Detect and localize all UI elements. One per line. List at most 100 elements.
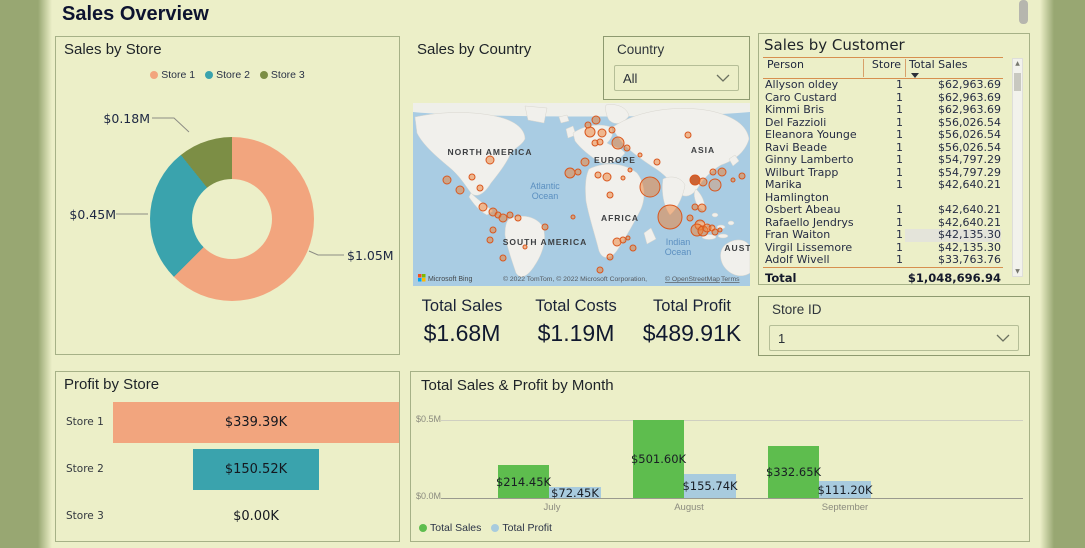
sales-bubble[interactable]	[487, 237, 493, 243]
gridline-05m	[441, 420, 1023, 421]
sales-bubble[interactable]	[575, 169, 581, 175]
legend-item[interactable]: Store 2	[205, 69, 250, 81]
sales-bubble[interactable]	[692, 204, 698, 210]
funnel-bar[interactable]: $150.52K	[193, 449, 320, 490]
page-scrollbar-thumb[interactable]	[1019, 0, 1028, 24]
table-row[interactable]: Kimmi Bris1$62,963.69	[763, 104, 1003, 117]
legend-item[interactable]: Store 1	[150, 69, 195, 81]
col-header-person[interactable]: Person	[767, 58, 804, 78]
sales-bubble[interactable]	[710, 169, 716, 175]
sales-bubble[interactable]	[630, 245, 636, 251]
sales-bubble[interactable]	[456, 186, 464, 194]
sales-bubble[interactable]	[479, 203, 487, 211]
map-label: SOUTH AMERICA	[503, 237, 587, 247]
legend-dot-icon	[150, 71, 158, 79]
table-scrollbar-thumb[interactable]	[1014, 73, 1021, 91]
sales-bubble[interactable]	[592, 116, 600, 124]
sales-bubble[interactable]	[469, 174, 475, 180]
right-margin-strip	[1040, 0, 1085, 548]
table-row[interactable]: Fran Waiton1$42,135.30	[763, 229, 1003, 242]
map-terms-link[interactable]: Terms	[721, 276, 740, 283]
map-label: EUROPE	[594, 155, 636, 165]
map-osm-link[interactable]: © OpenStreetMap	[665, 275, 720, 283]
table-scrollbar[interactable]: ▲ ▼	[1012, 58, 1023, 277]
scroll-down-icon[interactable]: ▼	[1013, 268, 1022, 275]
funnel-category-label: Store 2	[66, 463, 112, 475]
sales-bubble[interactable]	[739, 173, 745, 179]
sales-by-country-map[interactable]: NORTH AMERICAEUROPEASIAAFRICASOUTH AMERI…	[413, 103, 750, 286]
sales-bubble[interactable]	[698, 204, 706, 212]
total-profit-bar[interactable]: $111.20K	[819, 481, 871, 498]
table-row[interactable]: Osbert Abeau1$42,640.21	[763, 204, 1003, 217]
legend-item[interactable]: Total Profit	[491, 522, 552, 534]
sales-bubble[interactable]	[609, 127, 615, 133]
sales-bubble[interactable]	[685, 132, 691, 138]
card-total-sales: Total Sales $1.68M	[413, 297, 511, 347]
total-sales-bar[interactable]: $501.60K	[633, 420, 684, 498]
sales-bubble[interactable]	[598, 129, 606, 137]
sales-bubble[interactable]	[712, 229, 718, 235]
total-sales-bar[interactable]: $332.65K	[768, 446, 819, 498]
store-id-slicer-dropdown[interactable]: 1	[769, 325, 1019, 351]
funnel-bar-area: $150.52K	[113, 449, 399, 490]
sales-bubble[interactable]	[658, 205, 682, 229]
sales-bubble[interactable]	[654, 159, 660, 165]
sales-bubble[interactable]	[542, 224, 548, 230]
table-row[interactable]: Eleanora Younge1$56,026.54	[763, 129, 1003, 142]
sales-bubble[interactable]	[486, 156, 494, 164]
sales-bubble[interactable]	[443, 176, 451, 184]
sales-bubble[interactable]	[477, 185, 483, 191]
sales-bubble[interactable]	[607, 254, 613, 260]
sales-bubble[interactable]	[581, 158, 589, 166]
sales-bubble[interactable]	[718, 228, 722, 232]
sales-bubble[interactable]	[597, 139, 603, 145]
sales-bubble[interactable]	[731, 178, 735, 182]
table-row[interactable]: Ginny Lamberto1$54,797.29	[763, 154, 1003, 167]
sales-bubble[interactable]	[585, 122, 591, 128]
map-label: AFRICA	[601, 213, 639, 223]
scroll-up-icon[interactable]: ▲	[1013, 60, 1022, 67]
total-profit-bar[interactable]: $72.45K	[549, 487, 601, 498]
sales-bubble[interactable]	[709, 179, 721, 191]
legend-item[interactable]: Store 3	[260, 69, 305, 81]
funnel-bar-area: $0.00K	[113, 496, 399, 537]
sales-bubble[interactable]	[499, 214, 507, 222]
sales-bubble[interactable]	[626, 236, 630, 240]
table-row[interactable]: Marika Hamlington1$42,640.21	[763, 179, 1003, 204]
card-total-sales-label: Total Sales	[413, 297, 511, 316]
sales-bubble[interactable]	[500, 255, 506, 261]
sales-bubble[interactable]	[585, 127, 595, 137]
legend-item[interactable]: Total Sales	[419, 522, 481, 534]
sales-bubble[interactable]	[690, 175, 700, 185]
sales-bubble[interactable]	[621, 176, 625, 180]
sales-bubble[interactable]	[515, 215, 521, 221]
sales-bubble[interactable]	[612, 137, 624, 149]
sales-bubble[interactable]	[565, 168, 575, 178]
sales-bubble[interactable]	[595, 172, 601, 178]
table-row[interactable]: Adolf Wivell1$33,763.76	[763, 254, 1003, 267]
sales-bubble[interactable]	[699, 178, 707, 186]
sales-bubble[interactable]	[718, 168, 726, 176]
map-label: ASIA	[691, 145, 715, 155]
sales-bubble[interactable]	[507, 212, 513, 218]
country-slicer-dropdown[interactable]: All	[614, 65, 739, 91]
sales-bubble[interactable]	[603, 173, 611, 181]
sales-bubble[interactable]	[620, 237, 626, 243]
total-profit-bar[interactable]: $155.74K	[684, 474, 736, 498]
month-axis-label: September	[800, 502, 890, 513]
col-header-store[interactable]: Store	[865, 58, 901, 78]
sales-bubble[interactable]	[607, 192, 613, 198]
funnel-bar-area: $339.39K	[113, 402, 399, 443]
sales-bubble[interactable]	[597, 267, 603, 273]
funnel-bar[interactable]: $339.39K	[113, 402, 399, 443]
sales-bubble[interactable]	[687, 215, 693, 221]
table-row[interactable]: Allyson oldey1$62,963.69	[763, 79, 1003, 92]
sales-bubble[interactable]	[628, 168, 632, 172]
sales-bubble[interactable]	[638, 153, 642, 157]
sales-bubble[interactable]	[490, 227, 496, 233]
left-margin-strip	[0, 0, 52, 548]
sales-bubble[interactable]	[624, 145, 630, 151]
sales-bubble[interactable]	[640, 177, 660, 197]
total-sales-bar[interactable]: $214.45K	[498, 465, 549, 498]
sales-bubble[interactable]	[571, 215, 575, 219]
